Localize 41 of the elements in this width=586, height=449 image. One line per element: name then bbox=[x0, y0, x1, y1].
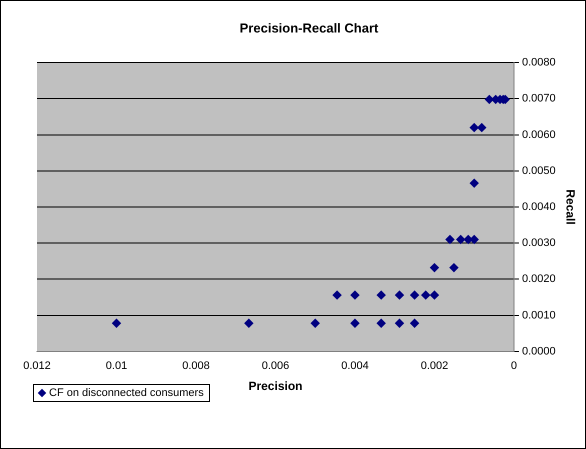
y-tick-label: 0.0070 bbox=[522, 92, 556, 105]
point bbox=[430, 290, 439, 300]
x-axis-title: Precision bbox=[248, 379, 302, 394]
x-tick-label: 0.008 bbox=[182, 360, 210, 372]
y-tick-label: 0.0040 bbox=[522, 201, 556, 214]
point bbox=[470, 123, 479, 132]
x-tick-label: 0.01 bbox=[106, 360, 128, 372]
x-tick-label: 0.002 bbox=[420, 360, 448, 372]
y-tick-label: 0.0050 bbox=[522, 164, 556, 177]
point bbox=[376, 318, 386, 328]
y-tick-label: 0.0030 bbox=[522, 237, 556, 250]
point bbox=[477, 123, 486, 132]
point bbox=[112, 318, 121, 328]
point bbox=[456, 234, 466, 244]
x-tick-label: 0.004 bbox=[341, 360, 369, 372]
point bbox=[244, 318, 254, 328]
legend-label: CF on disconnected consumers bbox=[49, 387, 204, 399]
x-tick-label: 0.006 bbox=[262, 360, 290, 372]
point bbox=[445, 234, 454, 244]
y-tick-label: 0.0020 bbox=[522, 273, 556, 286]
point bbox=[350, 318, 360, 328]
point bbox=[310, 318, 320, 328]
y-tick-label: 0.0060 bbox=[522, 128, 556, 141]
chart-title: Precision-Recall Chart bbox=[240, 20, 380, 36]
y-axis-title: Recall bbox=[563, 189, 578, 225]
point bbox=[394, 318, 404, 328]
point bbox=[332, 290, 342, 300]
point bbox=[410, 290, 420, 300]
point bbox=[350, 290, 360, 300]
point bbox=[421, 290, 430, 300]
y-tick-label: 0.0010 bbox=[522, 309, 556, 322]
point bbox=[470, 178, 479, 188]
point bbox=[394, 290, 404, 300]
point bbox=[449, 263, 458, 272]
x-tick-label: 0.012 bbox=[23, 360, 51, 372]
point bbox=[410, 318, 420, 328]
y-tick-label: 0.0000 bbox=[522, 345, 556, 358]
point bbox=[376, 290, 386, 300]
y-tick-label: 0.0080 bbox=[522, 56, 556, 69]
point bbox=[430, 263, 439, 272]
x-tick-label: 0 bbox=[510, 360, 518, 372]
